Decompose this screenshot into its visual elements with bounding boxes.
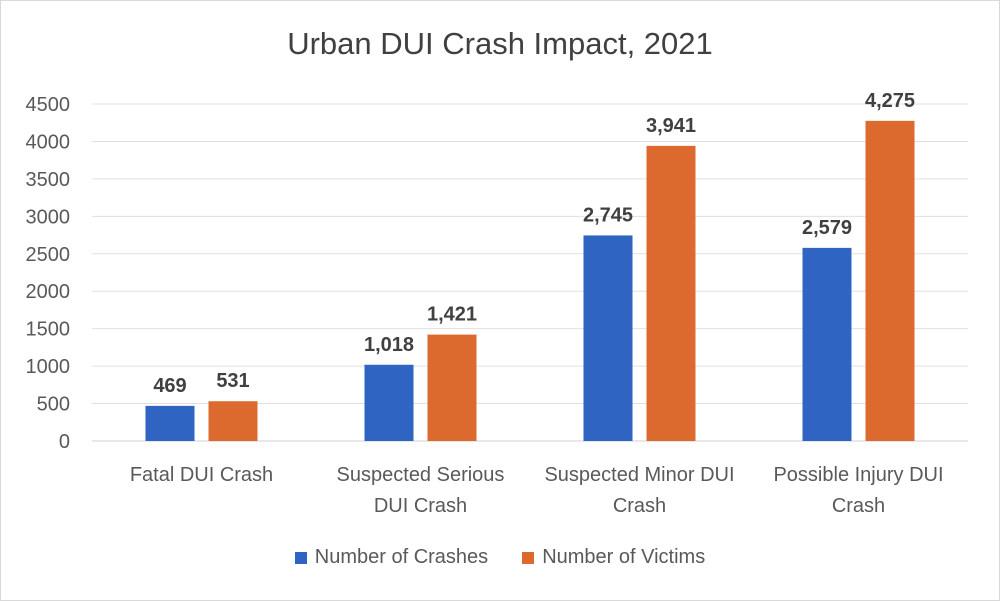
y-tick-label: 1500 — [26, 319, 71, 341]
legend-item-victims: Number of Victims — [522, 546, 705, 569]
y-tick-label: 2500 — [26, 244, 71, 266]
legend-item-crashes: Number of Crashes — [294, 546, 489, 569]
chart-title: Urban DUI Crash Impact, 2021 — [287, 26, 713, 61]
bar-victims — [865, 120, 915, 441]
legend-swatch-crashes — [294, 551, 307, 564]
bar-crashes — [802, 247, 852, 441]
y-tick-label: 1000 — [26, 356, 71, 378]
data-labels: 469 531 1,018 1,421 2,745 3,941 2,579 4,275 — [153, 90, 915, 397]
x-category-label: Possible Injury DUI Crash — [773, 464, 943, 517]
legend-swatch-victims — [522, 551, 535, 564]
data-label: 3,941 — [646, 115, 696, 137]
data-label: 469 — [153, 375, 186, 397]
y-axis-ticks: 0 500 1000 1500 2000 2500 3000 3500 4000 4500 — [26, 94, 71, 453]
bar-victims — [208, 401, 258, 441]
legend: Number of Crashes Number of Victims — [0, 546, 1000, 569]
bar-victims — [646, 145, 696, 441]
data-label: 1,018 — [364, 334, 414, 356]
bar-crashes — [583, 235, 633, 441]
legend-label-victims: Number of Victims — [542, 546, 706, 568]
y-tick-label: 4500 — [26, 94, 71, 116]
bars — [145, 120, 915, 441]
y-tick-label: 4000 — [26, 131, 71, 153]
x-category-label: Fatal DUI Crash — [130, 464, 273, 486]
bar-crashes — [364, 364, 414, 441]
legend-label-crashes: Number of Crashes — [314, 546, 489, 568]
bar-crashes — [145, 405, 195, 441]
x-category-label: Suspected Minor DUI Crash — [544, 464, 734, 517]
x-category-label: Suspected Serious DUI Crash — [337, 464, 505, 517]
data-label: 4,275 — [865, 90, 915, 112]
data-label: 531 — [216, 370, 249, 392]
data-label: 1,421 — [427, 304, 477, 326]
data-label: 2,745 — [583, 204, 633, 226]
y-tick-label: 500 — [37, 394, 70, 416]
data-label: 2,579 — [802, 217, 852, 239]
bar-victims — [427, 334, 477, 441]
y-tick-label: 3500 — [26, 169, 71, 191]
y-tick-label: 2000 — [26, 281, 71, 303]
y-tick-label: 0 — [59, 431, 70, 453]
x-axis-categories: Fatal DUI Crash Suspected Serious DUI Cras… — [130, 464, 944, 517]
y-tick-label: 3000 — [26, 206, 71, 228]
